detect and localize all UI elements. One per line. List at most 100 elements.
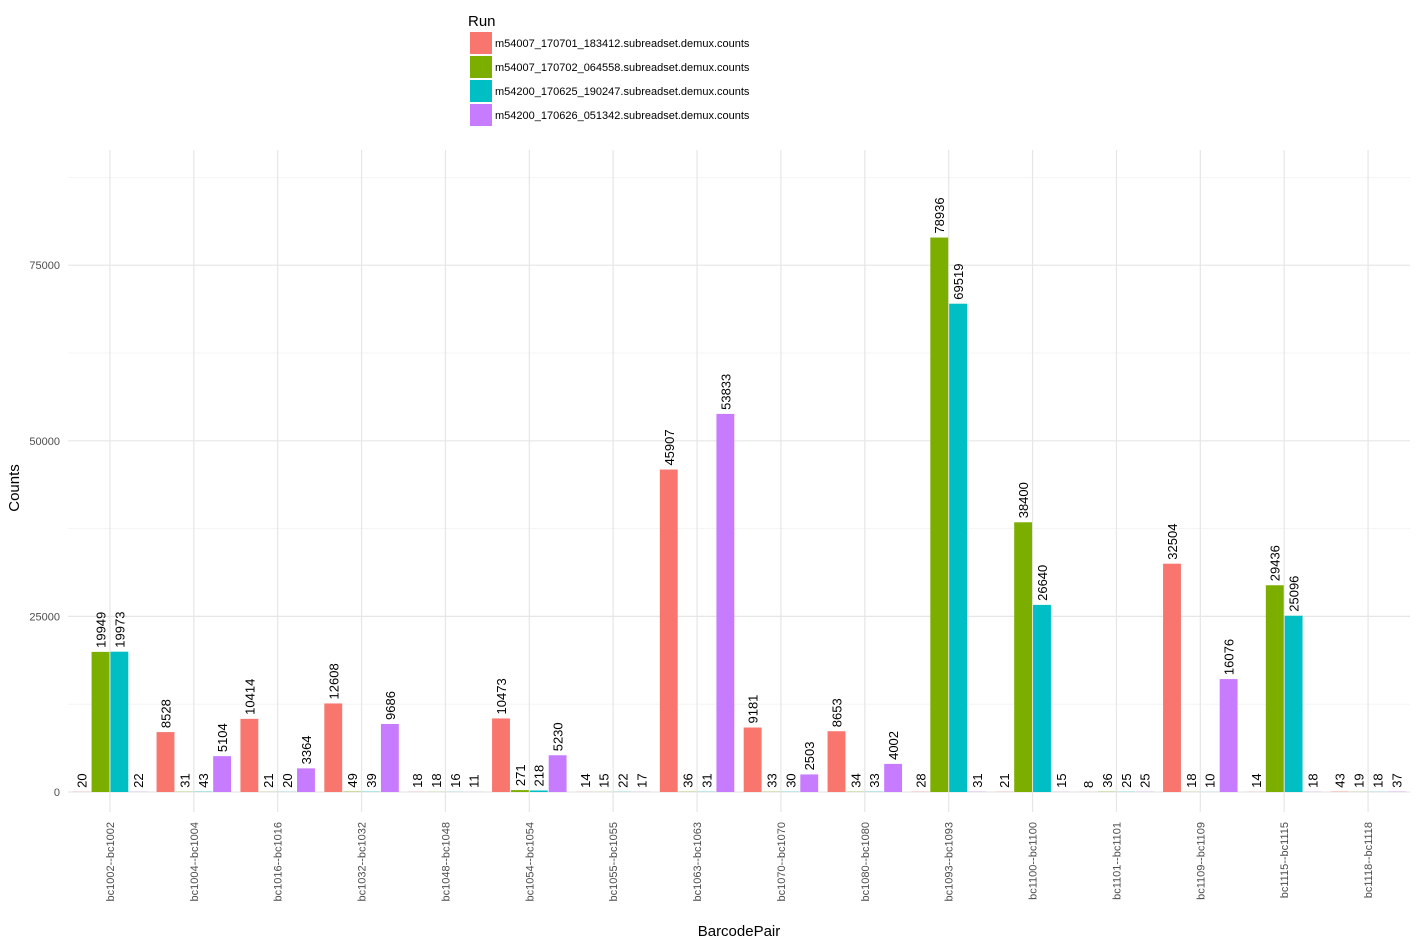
bar-value-label: 32504 [1165, 524, 1180, 560]
bar-value-label: 8528 [159, 699, 174, 728]
bar-value-label: 31 [970, 773, 985, 787]
bar [800, 774, 819, 792]
bar-value-label: 10 [1203, 773, 1218, 787]
bar-value-label: 15 [1054, 773, 1069, 787]
bar-value-label: 14 [578, 773, 593, 787]
legend-label: m54007_170702_064558.subreadset.demux.co… [495, 62, 750, 74]
legend-label: m54007_170701_183412.subreadset.demux.co… [495, 38, 750, 50]
bar-value-label: 25 [1119, 773, 1134, 787]
y-tick-label: 50000 [29, 436, 60, 448]
bar-value-label: 18 [1305, 773, 1320, 787]
x-tick-label: bc1063--bc1063 [692, 822, 704, 902]
bar-value-label: 36 [1100, 773, 1115, 787]
bar-value-label: 10414 [242, 679, 257, 715]
legend-swatch [470, 56, 492, 78]
bar [659, 469, 678, 792]
bar-value-label: 271 [513, 764, 528, 786]
bar [1219, 679, 1238, 792]
x-tick-label: bc1016--bc1016 [273, 822, 285, 902]
bar [1033, 604, 1051, 792]
bar-value-label: 19949 [94, 612, 109, 648]
bar-value-label: 29436 [1268, 545, 1283, 581]
bar-value-label: 17 [634, 773, 649, 787]
bar-value-label: 18 [1370, 773, 1385, 787]
legend: Run m54007_170701_183412.subreadset.demu… [468, 13, 750, 126]
legend-title: Run [468, 13, 496, 30]
bar-value-label: 31 [699, 773, 714, 787]
bar-value-label: 218 [532, 765, 547, 787]
bar-value-label: 43 [196, 773, 211, 787]
bar-value-label: 28 [913, 773, 928, 787]
bar-value-label: 22 [616, 773, 631, 787]
bar-value-label: 37 [1389, 773, 1404, 787]
legend-swatch [470, 32, 492, 54]
y-tick-label: 25000 [29, 611, 60, 623]
bar-value-label: 38400 [1016, 482, 1031, 518]
bar-value-label: 25096 [1287, 576, 1302, 612]
bar-value-label: 31 [177, 773, 192, 787]
bar-value-label: 36 [681, 773, 696, 787]
x-tick-label: bc1115--bc1115 [1279, 822, 1291, 898]
x-tick-label: bc1002--bc1002 [105, 822, 117, 902]
bar-value-label: 19 [1352, 773, 1367, 787]
bar-value-label: 78936 [932, 197, 947, 233]
bar-value-label: 45907 [662, 429, 677, 465]
x-tick-label: bc1093--bc1093 [944, 822, 956, 902]
bar-value-label: 9181 [746, 695, 761, 724]
bar-value-label: 8 [1081, 781, 1096, 788]
bar-value-label: 9686 [383, 691, 398, 720]
bar [743, 727, 762, 792]
bar [324, 703, 343, 792]
bar-value-label: 16 [448, 773, 463, 787]
x-axis-title: BarcodePair [698, 923, 781, 940]
bar-value-label: 3364 [299, 735, 314, 764]
bar [297, 768, 315, 792]
bar [548, 755, 567, 792]
y-tick-label: 0 [54, 787, 60, 799]
bar-value-label: 33 [765, 773, 780, 787]
bar [949, 303, 968, 792]
bar-value-label: 15 [597, 773, 612, 787]
y-tick-label: 75000 [29, 260, 60, 272]
bar-value-label: 8653 [830, 698, 845, 727]
x-tick-label: bc1080--bc1080 [860, 822, 872, 902]
grid [68, 150, 1410, 812]
y-axis-ticks: 0 25000 50000 75000 [29, 260, 60, 799]
y-axis-title: Counts [6, 464, 23, 512]
bar [380, 723, 399, 792]
bar-value-label: 21 [261, 773, 276, 787]
bar-value-label: 53833 [718, 374, 733, 410]
x-tick-label: bc1118--bc1118 [1363, 822, 1375, 898]
bar-value-label: 22 [131, 773, 146, 787]
x-tick-label: bc1055--bc1055 [608, 822, 620, 902]
legend-swatch [470, 104, 492, 126]
bar-value-label: 18 [1184, 773, 1199, 787]
x-tick-label: bc1004--bc1004 [189, 822, 201, 902]
bar-value-label: 18 [429, 773, 444, 787]
legend-swatch [470, 80, 492, 102]
bar-value-label: 10473 [494, 678, 509, 714]
bar-value-label: 30 [783, 773, 798, 787]
bar [492, 718, 510, 792]
bar-labels: 20 19949 19973 22 8528 31 43 5104 10414 21 20 3364 1… [75, 197, 1405, 788]
bar-value-label: 49 [345, 773, 360, 787]
bar-value-label: 16076 [1222, 639, 1237, 675]
bar [91, 651, 110, 792]
bar-value-label: 26640 [1035, 565, 1050, 601]
bar-value-label: 39 [364, 773, 379, 787]
bar-value-label: 5104 [215, 723, 230, 752]
bar [884, 763, 903, 792]
bar [156, 732, 175, 792]
bar-value-label: 2503 [802, 741, 817, 770]
bar-value-label: 25 [1138, 773, 1153, 787]
bar [110, 651, 129, 792]
bar-value-label: 21 [997, 773, 1012, 787]
bar-value-label: 34 [848, 773, 863, 787]
bar-value-label: 4002 [886, 731, 901, 760]
bar-value-label: 11 [467, 774, 482, 788]
bar [510, 790, 529, 792]
bar-value-label: 20 [75, 773, 90, 787]
x-tick-label: bc1032--bc1032 [357, 822, 369, 902]
bar-value-label: 19973 [112, 612, 127, 648]
